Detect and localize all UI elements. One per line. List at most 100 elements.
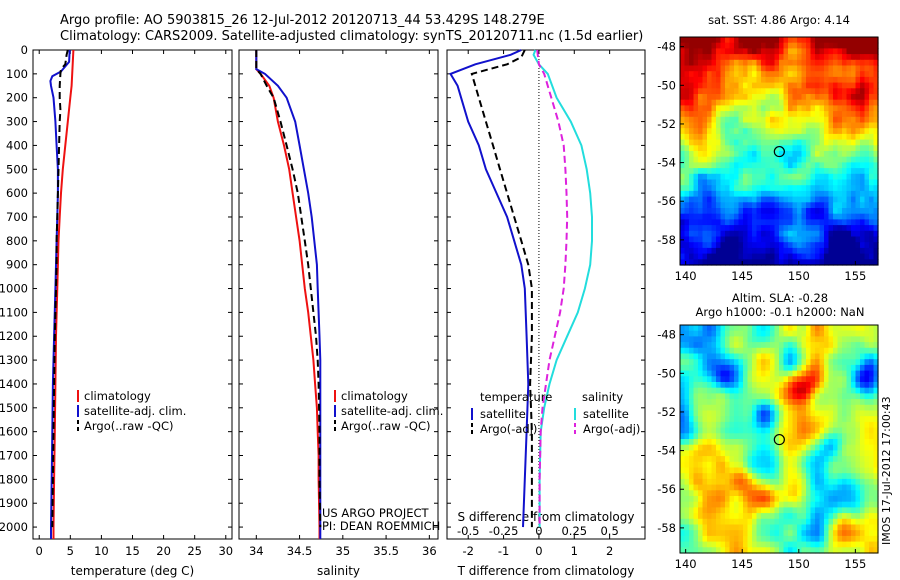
heatmap-cell [716,213,722,220]
heatmap-cell [864,196,870,203]
heatmap-cell [716,467,722,474]
heatmap-cell [774,219,780,226]
heatmap-cell [846,359,852,366]
heatmap-cell [846,404,852,412]
heatmap-cell [693,48,699,55]
heatmap-cell [747,151,753,158]
heatmap-cell [815,467,821,474]
heatmap-cell [707,364,713,372]
heatmap-cell [770,145,776,152]
heatmap-cell [824,230,830,238]
heatmap-cell [806,484,812,491]
heatmap-cell [851,416,857,423]
heatmap-cell [752,259,758,266]
heatmap-cell [747,173,753,181]
heatmap-cell [864,496,870,503]
heatmap-cell [707,484,713,491]
heatmap-cell [851,48,857,55]
heatmap-cell [680,501,686,508]
heatmap-cell [779,173,785,181]
heatmap-cell [720,122,726,129]
heatmap-cell [855,507,861,514]
heatmap-cell [869,94,875,101]
heatmap-cell [779,145,785,152]
heatmap-cell [770,168,776,175]
heatmap-cell [684,208,690,215]
heatmap-cell [756,213,762,220]
heatmap-cell [707,439,713,446]
heatmap-cell [779,330,785,337]
heatmap-cell [752,71,758,78]
argo-location-marker [773,145,785,158]
heatmap-cell [770,213,776,220]
heatmap-cell [720,173,726,181]
heatmap-cell [819,37,825,44]
heatmap-cell [783,336,789,343]
heatmap-cell [828,99,834,106]
heatmap-cell [684,342,690,349]
heatmap-cell [761,467,767,474]
heatmap-cell [819,399,825,406]
heatmap-cell [689,105,695,112]
heatmap-cell [833,190,839,198]
heatmap-cell [815,173,821,181]
heatmap-cell [680,71,686,78]
heatmap-cell [711,122,717,129]
heatmap-cell [828,467,834,474]
heatmap-cell [810,99,816,106]
heatmap-cell [725,59,731,67]
heatmap-cell [761,259,767,266]
heatmap-cell [783,168,789,175]
heatmap-cell [711,461,717,469]
heatmap-cell [725,139,731,146]
heatmap-cell [761,168,767,175]
heatmap-cell [720,518,726,526]
heatmap-cell [725,370,731,377]
heatmap-cell [698,59,704,67]
heatmap-cell [720,168,726,175]
heatmap-cell [779,82,785,89]
heatmap-cell [770,433,776,440]
heatmap-cell [819,501,825,508]
heatmap-cell [860,213,866,220]
heatmap-cell [792,427,798,434]
heatmap-cell [707,444,713,451]
heatmap-cell [693,156,699,163]
heatmap-cell [864,128,870,135]
heatmap-cell [824,535,830,543]
heatmap-cell [783,54,789,61]
heatmap-cell [788,225,794,232]
heatmap-cell [842,259,848,266]
heatmap-cell [792,65,798,72]
heatmap-cell [761,162,767,169]
heatmap-cell [707,387,713,394]
heatmap-cell [792,190,798,198]
heatmap-cell [842,190,848,198]
heatmap-cell [716,399,722,406]
heatmap-cell [761,219,767,226]
heatmap-cell [779,71,785,78]
heatmap-cell [810,208,816,215]
heatmap-cell [738,541,744,548]
heatmap-cell [824,202,830,209]
x-tick-label: 1 [571,544,578,558]
heatmap-cell [783,547,789,554]
heatmap-cell [725,213,731,220]
heatmap-cell [752,416,758,423]
heatmap-cell [707,145,713,152]
heatmap-cell [774,410,780,417]
heatmap-cell [716,325,722,332]
heatmap-cell [788,336,794,343]
heatmap-cell [779,122,785,129]
heatmap-cell [828,133,834,141]
heatmap-cell [707,213,713,220]
heatmap-cell [788,444,794,451]
heatmap-cell [761,190,767,198]
heatmap-cell [725,259,731,266]
heatmap-cell [779,219,785,226]
heatmap-cell [698,139,704,146]
heatmap-cell [851,162,857,169]
heatmap-cell [842,59,848,67]
heatmap-cell [716,507,722,514]
heatmap-cell [770,54,776,61]
